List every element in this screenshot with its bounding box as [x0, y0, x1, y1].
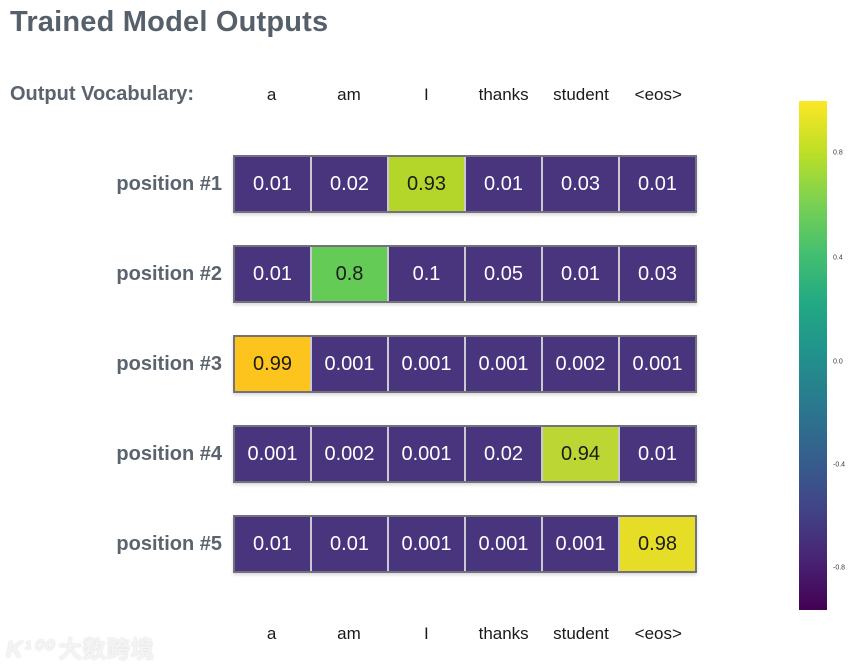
output-vocabulary-label: Output Vocabulary:	[10, 83, 195, 105]
colorbar-tick-label: 0.8	[833, 149, 843, 157]
colorbar-tick-label: 0.0	[833, 358, 843, 366]
heatmap-cell: 0.8	[310, 247, 387, 301]
row-label-position-4: position #4	[116, 442, 222, 465]
heatmap-row: 0.99 0.001 0.001 0.001 0.002 0.001	[233, 335, 697, 393]
heatmap-cell: 0.001	[235, 427, 310, 481]
vocab-term: I	[423, 624, 429, 643]
heatmap-cell: 0.001	[464, 337, 541, 391]
heatmap-cell: 0.01	[618, 427, 695, 481]
watermark: K¹⁰⁰ 大数跨境	[6, 630, 155, 664]
colorbar-gradient	[799, 101, 827, 610]
heatmap-cell: 0.001	[387, 337, 464, 391]
heatmap-row: 0.01 0.02 0.93 0.01 0.03 0.01	[233, 155, 697, 213]
heatmap-cell: 0.001	[464, 517, 541, 571]
watermark-logo-text: K¹⁰⁰	[6, 636, 53, 662]
heatmap-cell: 0.001	[541, 517, 618, 571]
watermark-text: 大数跨境	[58, 636, 155, 662]
row-label-position-1: position #1	[116, 172, 222, 195]
heatmap-cell: 0.93	[387, 157, 464, 211]
vocab-term: <eos>	[634, 85, 682, 104]
heatmap-cell: 0.01	[235, 517, 310, 571]
vocab-term: I	[423, 85, 429, 104]
heatmap-cell: 0.02	[310, 157, 387, 211]
heatmap-cell: 0.05	[464, 247, 541, 301]
heatmap-cell: 0.001	[387, 517, 464, 571]
heatmap-cell: 0.002	[541, 337, 618, 391]
heatmap-row: 0.01 0.01 0.001 0.001 0.001 0.98	[233, 515, 697, 573]
heatmap-cell: 0.001	[387, 427, 464, 481]
vocab-term: student	[553, 624, 609, 643]
heatmap-cell: 0.02	[464, 427, 541, 481]
heatmap-cell: 0.01	[541, 247, 618, 301]
heatmap-row: 0.01 0.8 0.1 0.05 0.01 0.03	[233, 245, 697, 303]
page-title: Trained Model Outputs	[10, 6, 329, 38]
vocab-term: am	[337, 85, 361, 104]
heatmap-cell: 0.001	[618, 337, 695, 391]
heatmap-cell: 0.002	[310, 427, 387, 481]
colorbar-tick-label: -0.8	[833, 564, 846, 572]
vocab-terms-bottom: a am I thanks student <eos>	[233, 624, 697, 644]
heatmap-row: 0.001 0.002 0.001 0.02 0.94 0.01	[233, 425, 697, 483]
heatmap-cell: 0.01	[310, 517, 387, 571]
heatmap-cell: 0.94	[541, 427, 618, 481]
vocab-term: a	[266, 624, 277, 643]
heatmap-cell: 0.99	[235, 337, 310, 391]
row-label-position-5: position #5	[116, 532, 222, 555]
vocab-term: student	[553, 85, 609, 104]
row-label-position-2: position #2	[116, 262, 222, 285]
row-label-position-3: position #3	[116, 352, 222, 375]
colorbar-tick-label: -0.4	[833, 461, 846, 469]
heatmap-cell: 0.98	[618, 517, 695, 571]
heatmap-cell: 0.1	[387, 247, 464, 301]
colorbar-tick-label: 0.4	[833, 254, 843, 262]
vocab-term: am	[337, 624, 361, 643]
heatmap-cell: 0.03	[541, 157, 618, 211]
vocab-term: thanks	[478, 624, 529, 643]
vocab-term: thanks	[478, 85, 529, 104]
vocab-term: a	[266, 85, 277, 104]
vocab-terms-top: a am I thanks student <eos>	[233, 85, 697, 105]
heatmap-cell: 0.03	[618, 247, 695, 301]
vocab-term: <eos>	[634, 624, 682, 643]
colorbar: 0.8 0.4 0.0 -0.4 -0.8	[799, 101, 845, 610]
heatmap-cell: 0.01	[235, 247, 310, 301]
heatmap-cell: 0.01	[464, 157, 541, 211]
heatmap-cell: 0.01	[235, 157, 310, 211]
heatmap-cell: 0.001	[310, 337, 387, 391]
heatmap-cell: 0.01	[618, 157, 695, 211]
